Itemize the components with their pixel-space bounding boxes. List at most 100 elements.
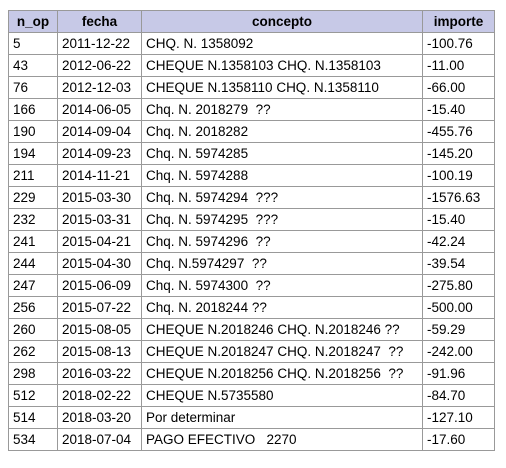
table-row: 229 2015-03-30 Chq. N. 5974294 ??? -1576.63 xyxy=(8,186,495,209)
cell-n-op: 298 xyxy=(8,362,58,385)
cell-fecha: 2015-03-31 xyxy=(57,208,142,231)
cell-importe: -59.29 xyxy=(422,318,495,341)
cell-n-op: 194 xyxy=(8,142,58,165)
cell-importe: -42.24 xyxy=(422,230,495,253)
table-body: 5 2011-12-22 CHQ. N. 1358092 -100.76 43 2012-… xyxy=(8,32,495,451)
table-header: n_op fecha concepto importe xyxy=(8,10,495,33)
cell-n-op: 244 xyxy=(8,252,58,275)
cell-importe: -1576.63 xyxy=(422,186,495,209)
cell-fecha: 2016-03-22 xyxy=(57,362,142,385)
cell-concepto: CHEQUE N.2018247 CHQ. N.2018247 ?? xyxy=(141,340,423,363)
cell-n-op: 43 xyxy=(8,54,58,77)
cell-fecha: 2015-08-13 xyxy=(57,340,142,363)
cell-fecha: 2014-09-23 xyxy=(57,142,142,165)
cell-importe: -145.20 xyxy=(422,142,495,165)
cell-concepto: Chq. N. 5974300 ?? xyxy=(141,274,423,297)
column-header-fecha: fecha xyxy=(57,10,142,33)
results-table: n_op fecha concepto importe 5 2011-12-22 C… xyxy=(8,10,495,451)
table-row: 256 2015-07-22 Chq. N. 2018244 ?? -500.00 xyxy=(8,296,495,319)
cell-fecha: 2014-11-21 xyxy=(57,164,142,187)
cell-concepto: CHEQUE N.1358110 CHQ. N.1358110 xyxy=(141,76,423,99)
cell-fecha: 2011-12-22 xyxy=(57,32,142,55)
cell-concepto: Chq. N. 2018279 ?? xyxy=(141,98,423,121)
table-row: 232 2015-03-31 Chq. N. 5974295 ??? -15.40 xyxy=(8,208,495,231)
table-row: 211 2014-11-21 Chq. N. 5974288 -100.19 xyxy=(8,164,495,187)
cell-n-op: 190 xyxy=(8,120,58,143)
cell-n-op: 5 xyxy=(8,32,58,55)
cell-importe: -455.76 xyxy=(422,120,495,143)
cell-concepto: CHEQUE N.5735580 xyxy=(141,384,423,407)
cell-fecha: 2015-07-22 xyxy=(57,296,142,319)
cell-concepto: Chq. N. 5974295 ??? xyxy=(141,208,423,231)
cell-importe: -17.60 xyxy=(422,428,495,451)
column-header-concepto: concepto xyxy=(141,10,423,33)
cell-n-op: 534 xyxy=(8,428,58,451)
table-row: 534 2018-07-04 PAGO EFECTIVO 2270 -17.60 xyxy=(8,428,495,451)
cell-fecha: 2015-04-30 xyxy=(57,252,142,275)
cell-fecha: 2012-06-22 xyxy=(57,54,142,77)
cell-concepto: CHEQUE N.2018246 CHQ. N.2018246 ?? xyxy=(141,318,423,341)
cell-importe: -84.70 xyxy=(422,384,495,407)
cell-importe: -15.40 xyxy=(422,208,495,231)
cell-n-op: 241 xyxy=(8,230,58,253)
table-row: 298 2016-03-22 CHEQUE N.2018256 CHQ. N.201… xyxy=(8,362,495,385)
cell-fecha: 2012-12-03 xyxy=(57,76,142,99)
table-row: 514 2018-03-20 Por determinar -127.10 xyxy=(8,406,495,429)
cell-fecha: 2015-06-09 xyxy=(57,274,142,297)
cell-n-op: 514 xyxy=(8,406,58,429)
cell-concepto: PAGO EFECTIVO 2270 xyxy=(141,428,423,451)
column-header-importe: importe xyxy=(422,10,495,33)
cell-importe: -275.80 xyxy=(422,274,495,297)
cell-concepto: Chq. N.5974297 ?? xyxy=(141,252,423,275)
column-header-n-op: n_op xyxy=(8,10,58,33)
table-row: 241 2015-04-21 Chq. N. 5974296 ?? -42.24 xyxy=(8,230,495,253)
cell-concepto: Chq. N. 5974288 xyxy=(141,164,423,187)
cell-concepto: Chq. N. 5974296 ?? xyxy=(141,230,423,253)
cell-importe: -500.00 xyxy=(422,296,495,319)
cell-importe: -15.40 xyxy=(422,98,495,121)
table-row: 166 2014-06-05 Chq. N. 2018279 ?? -15.40 xyxy=(8,98,495,121)
cell-n-op: 76 xyxy=(8,76,58,99)
cell-concepto: Chq. N. 2018282 xyxy=(141,120,423,143)
cell-n-op: 211 xyxy=(8,164,58,187)
table-row: 512 2018-02-22 CHEQUE N.5735580 -84.70 xyxy=(8,384,495,407)
query-results: n_op fecha concepto importe 5 2011-12-22 C… xyxy=(8,10,495,451)
cell-concepto: CHQ. N. 1358092 xyxy=(141,32,423,55)
cell-importe: -11.00 xyxy=(422,54,495,77)
cell-importe: -127.10 xyxy=(422,406,495,429)
cell-n-op: 262 xyxy=(8,340,58,363)
cell-concepto: CHEQUE N.1358103 CHQ. N.1358103 xyxy=(141,54,423,77)
table-row: 262 2015-08-13 CHEQUE N.2018247 CHQ. N.201… xyxy=(8,340,495,363)
cell-fecha: 2015-03-30 xyxy=(57,186,142,209)
cell-fecha: 2014-09-04 xyxy=(57,120,142,143)
cell-fecha: 2018-07-04 xyxy=(57,428,142,451)
cell-concepto: Chq. N. 5974285 xyxy=(141,142,423,165)
cell-importe: -39.54 xyxy=(422,252,495,275)
table-row: 5 2011-12-22 CHQ. N. 1358092 -100.76 xyxy=(8,32,495,55)
cell-n-op: 260 xyxy=(8,318,58,341)
table-row: 244 2015-04-30 Chq. N.5974297 ?? -39.54 xyxy=(8,252,495,275)
cell-importe: -242.00 xyxy=(422,340,495,363)
cell-n-op: 512 xyxy=(8,384,58,407)
cell-n-op: 232 xyxy=(8,208,58,231)
table-row: 247 2015-06-09 Chq. N. 5974300 ?? -275.80 xyxy=(8,274,495,297)
cell-fecha: 2015-08-05 xyxy=(57,318,142,341)
cell-fecha: 2018-02-22 xyxy=(57,384,142,407)
table-row: 190 2014-09-04 Chq. N. 2018282 -455.76 xyxy=(8,120,495,143)
cell-concepto: Chq. N. 2018244 ?? xyxy=(141,296,423,319)
table-row: 76 2012-12-03 CHEQUE N.1358110 CHQ. N.1358… xyxy=(8,76,495,99)
cell-concepto: Por determinar xyxy=(141,406,423,429)
cell-importe: -91.96 xyxy=(422,362,495,385)
cell-n-op: 247 xyxy=(8,274,58,297)
cell-fecha: 2018-03-20 xyxy=(57,406,142,429)
cell-concepto: CHEQUE N.2018256 CHQ. N.2018256 ?? xyxy=(141,362,423,385)
cell-n-op: 256 xyxy=(8,296,58,319)
cell-fecha: 2015-04-21 xyxy=(57,230,142,253)
table-row: 194 2014-09-23 Chq. N. 5974285 -145.20 xyxy=(8,142,495,165)
table-row: 260 2015-08-05 CHEQUE N.2018246 CHQ. N.201… xyxy=(8,318,495,341)
cell-importe: -100.76 xyxy=(422,32,495,55)
cell-n-op: 166 xyxy=(8,98,58,121)
table-row: 43 2012-06-22 CHEQUE N.1358103 CHQ. N.1358… xyxy=(8,54,495,77)
cell-fecha: 2014-06-05 xyxy=(57,98,142,121)
cell-n-op: 229 xyxy=(8,186,58,209)
